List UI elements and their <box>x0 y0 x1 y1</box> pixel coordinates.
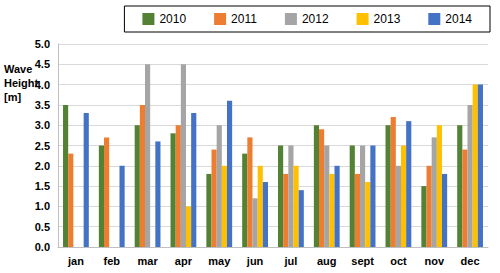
svg-text:may: may <box>208 255 231 267</box>
svg-text:mar: mar <box>137 255 158 267</box>
svg-text:4.0: 4.0 <box>35 79 50 91</box>
svg-text:3.0: 3.0 <box>35 119 50 131</box>
svg-text:2011: 2011 <box>231 12 257 26</box>
svg-text:1.0: 1.0 <box>35 200 50 212</box>
svg-text:jan: jan <box>67 255 84 267</box>
svg-text:4.5: 4.5 <box>35 58 50 70</box>
svg-text:2012: 2012 <box>302 12 329 26</box>
svg-text:aug: aug <box>317 255 337 267</box>
svg-text:5.0: 5.0 <box>35 38 50 50</box>
svg-text:oct: oct <box>390 255 407 267</box>
svg-text:2010: 2010 <box>159 12 186 26</box>
svg-text:2.5: 2.5 <box>35 140 50 152</box>
svg-text:dec: dec <box>461 255 480 267</box>
svg-text:Wave: Wave <box>4 63 32 75</box>
svg-text:jun: jun <box>246 255 264 267</box>
svg-text:0.0: 0.0 <box>35 241 50 253</box>
svg-text:0.5: 0.5 <box>35 221 50 233</box>
svg-text:3.5: 3.5 <box>35 99 50 111</box>
svg-text:2013: 2013 <box>374 12 401 26</box>
svg-text:jul: jul <box>283 255 297 267</box>
svg-text:sept: sept <box>351 255 374 267</box>
svg-text:feb: feb <box>104 255 121 267</box>
svg-text:apr: apr <box>175 255 193 267</box>
svg-text:1.5: 1.5 <box>35 180 50 192</box>
svg-text:2014: 2014 <box>445 12 472 26</box>
svg-text:[m]: [m] <box>4 91 21 103</box>
svg-text:2.0: 2.0 <box>35 160 50 172</box>
svg-text:nov: nov <box>424 255 444 267</box>
svg-text:Height: Height <box>4 77 39 89</box>
